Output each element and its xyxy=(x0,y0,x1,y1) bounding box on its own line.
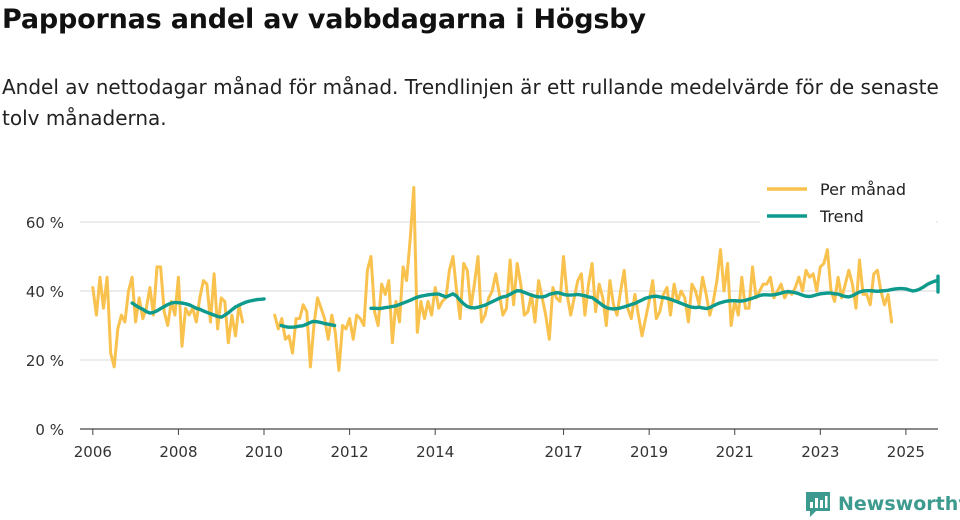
x-tick-label: 2019 xyxy=(630,443,668,461)
newsworthy-logo-icon xyxy=(806,492,830,517)
legend-box xyxy=(760,172,936,232)
series-line-trend xyxy=(130,297,266,319)
x-tick-label: 2021 xyxy=(716,443,754,461)
y-tick-label: 20 % xyxy=(26,352,64,370)
page-subtitle: Andel av nettodagar månad för månad. Tre… xyxy=(2,75,939,130)
x-tick-label: 2006 xyxy=(74,443,112,461)
x-tick-label: 2023 xyxy=(801,443,839,461)
x-tick-label: 2025 xyxy=(887,443,925,461)
y-tick-label: 40 % xyxy=(26,283,64,301)
series-line-trend xyxy=(369,274,940,311)
x-tick-label: 2010 xyxy=(245,443,283,461)
x-tick-label: 2008 xyxy=(159,443,197,461)
series-line-per-m-nad xyxy=(91,265,245,369)
brand-logo: Newsworthy xyxy=(803,489,960,519)
x-tick-label: 2014 xyxy=(416,443,454,461)
y-tick-label: 0 % xyxy=(35,421,64,439)
legend-label: Per månad xyxy=(820,180,906,199)
logo-text: Newsworthy xyxy=(838,493,960,515)
legend-label: Trend xyxy=(819,207,864,226)
page-title: Pappornas andel av vabbdagarna i Högsby xyxy=(2,4,646,35)
x-tick-label: 2017 xyxy=(544,443,582,461)
series-line-trend xyxy=(279,319,337,329)
y-tick-label: 60 % xyxy=(26,214,64,232)
x-tick-label: 2012 xyxy=(331,443,369,461)
